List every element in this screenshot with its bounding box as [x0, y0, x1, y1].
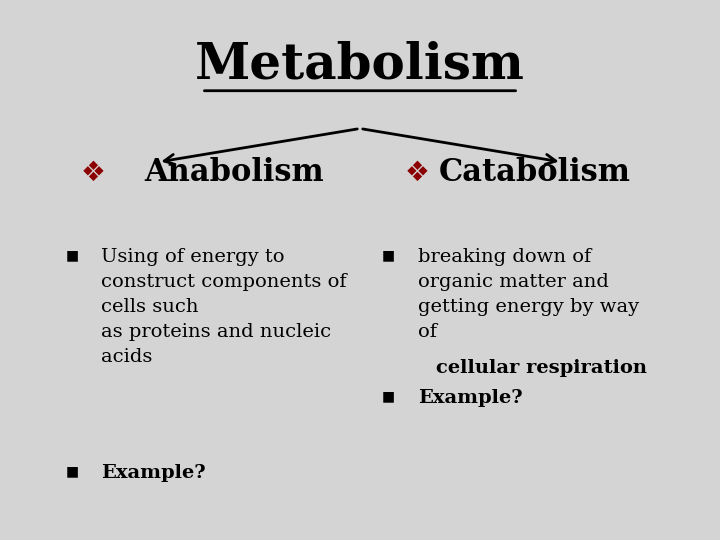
Text: ■: ■ — [66, 248, 78, 262]
Text: ❖: ❖ — [81, 159, 106, 187]
Text: Anabolism: Anabolism — [144, 157, 324, 188]
Text: cellular respiration: cellular respiration — [436, 359, 647, 376]
Text: ■: ■ — [382, 248, 395, 262]
Text: ■: ■ — [382, 389, 395, 403]
Text: Metabolism: Metabolism — [195, 40, 525, 89]
Text: Using of energy to
construct components of
cells such
as proteins and nucleic
ac: Using of energy to construct components … — [101, 248, 346, 367]
Text: Catabolism: Catabolism — [439, 157, 631, 188]
Text: Example?: Example? — [418, 389, 522, 407]
Text: breaking down of
organic matter and
getting energy by way
of: breaking down of organic matter and gett… — [418, 248, 639, 341]
Text: ❖: ❖ — [405, 159, 430, 187]
Text: ■: ■ — [66, 464, 78, 478]
Text: Example?: Example? — [101, 464, 205, 482]
